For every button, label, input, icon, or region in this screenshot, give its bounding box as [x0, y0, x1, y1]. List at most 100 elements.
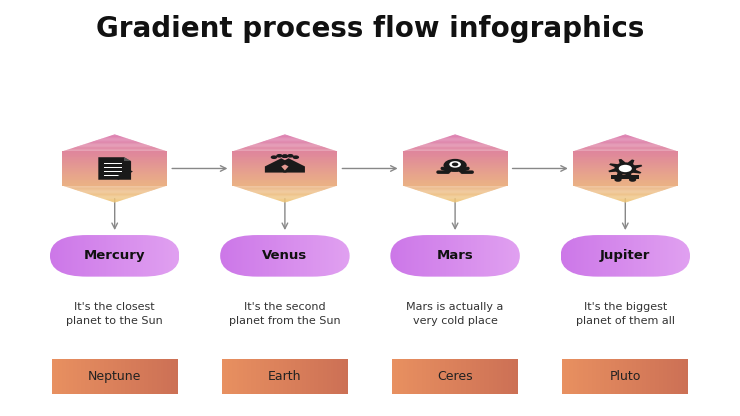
Polygon shape	[67, 187, 162, 188]
Bar	[611, 175, 639, 179]
Bar	[73, 359, 75, 394]
Bar	[455, 235, 457, 277]
Bar	[484, 235, 485, 277]
Bar	[438, 235, 440, 277]
Bar	[169, 359, 172, 394]
Bar	[671, 359, 673, 394]
Bar	[84, 235, 85, 277]
Bar	[424, 359, 426, 394]
Polygon shape	[277, 136, 293, 137]
Polygon shape	[94, 196, 135, 197]
Bar	[155, 235, 156, 277]
Circle shape	[276, 154, 283, 158]
Polygon shape	[96, 139, 133, 140]
Polygon shape	[573, 180, 678, 181]
Bar	[596, 235, 598, 277]
Bar	[572, 235, 574, 277]
Bar	[346, 235, 347, 277]
Bar	[60, 359, 62, 394]
Bar	[596, 235, 597, 277]
Bar	[72, 235, 73, 277]
Polygon shape	[573, 183, 678, 184]
Bar	[283, 235, 285, 277]
Text: Jupiter: Jupiter	[600, 249, 650, 262]
Bar	[459, 235, 460, 277]
Bar	[505, 359, 508, 394]
Polygon shape	[91, 141, 138, 142]
Bar	[170, 235, 172, 277]
Polygon shape	[75, 146, 154, 147]
FancyBboxPatch shape	[561, 235, 690, 277]
Polygon shape	[428, 142, 482, 143]
Bar	[640, 359, 642, 394]
Bar	[77, 235, 78, 277]
Bar	[669, 235, 670, 277]
Polygon shape	[573, 161, 678, 162]
Polygon shape	[602, 195, 649, 196]
Polygon shape	[450, 135, 460, 136]
Polygon shape	[62, 170, 167, 171]
Bar	[407, 359, 409, 394]
Bar	[511, 235, 512, 277]
Bar	[507, 235, 508, 277]
Bar	[470, 359, 472, 394]
Bar	[311, 235, 312, 277]
Bar	[165, 359, 167, 394]
Bar	[71, 359, 73, 394]
Bar	[268, 359, 270, 394]
Bar	[667, 359, 670, 394]
Bar	[645, 235, 646, 277]
Bar	[613, 235, 615, 277]
Bar	[593, 235, 594, 277]
Polygon shape	[573, 160, 678, 161]
Bar	[113, 235, 115, 277]
Polygon shape	[423, 144, 487, 145]
Polygon shape	[101, 198, 128, 199]
Bar	[453, 359, 455, 394]
Bar	[512, 235, 514, 277]
Polygon shape	[124, 157, 131, 161]
Polygon shape	[573, 185, 678, 186]
Bar	[98, 235, 99, 277]
Bar	[632, 359, 633, 394]
Circle shape	[452, 163, 458, 166]
Bar	[329, 235, 330, 277]
Polygon shape	[573, 182, 678, 183]
Bar	[414, 235, 415, 277]
Polygon shape	[573, 176, 678, 177]
Polygon shape	[238, 149, 332, 150]
Polygon shape	[413, 189, 497, 190]
Bar	[472, 359, 474, 394]
Bar	[676, 359, 678, 394]
Bar	[224, 359, 226, 394]
Bar	[232, 235, 233, 277]
Bar	[629, 235, 630, 277]
Bar	[499, 235, 500, 277]
Polygon shape	[232, 167, 337, 168]
Polygon shape	[403, 185, 508, 186]
Polygon shape	[403, 159, 508, 160]
Bar	[393, 235, 394, 277]
Bar	[575, 235, 576, 277]
Polygon shape	[101, 138, 128, 139]
Polygon shape	[62, 178, 167, 179]
Bar	[661, 359, 663, 394]
Bar	[293, 359, 295, 394]
Bar	[411, 359, 413, 394]
Bar	[343, 235, 344, 277]
FancyBboxPatch shape	[221, 235, 349, 277]
Bar	[477, 235, 478, 277]
Polygon shape	[403, 179, 508, 180]
Bar	[164, 235, 165, 277]
Bar	[167, 359, 169, 394]
Bar	[615, 235, 616, 277]
Polygon shape	[232, 169, 337, 170]
Polygon shape	[232, 159, 337, 160]
Bar	[70, 235, 71, 277]
Bar	[417, 235, 419, 277]
FancyBboxPatch shape	[391, 235, 519, 277]
Bar	[249, 235, 250, 277]
Bar	[119, 359, 121, 394]
Polygon shape	[423, 192, 487, 193]
Bar	[300, 359, 302, 394]
